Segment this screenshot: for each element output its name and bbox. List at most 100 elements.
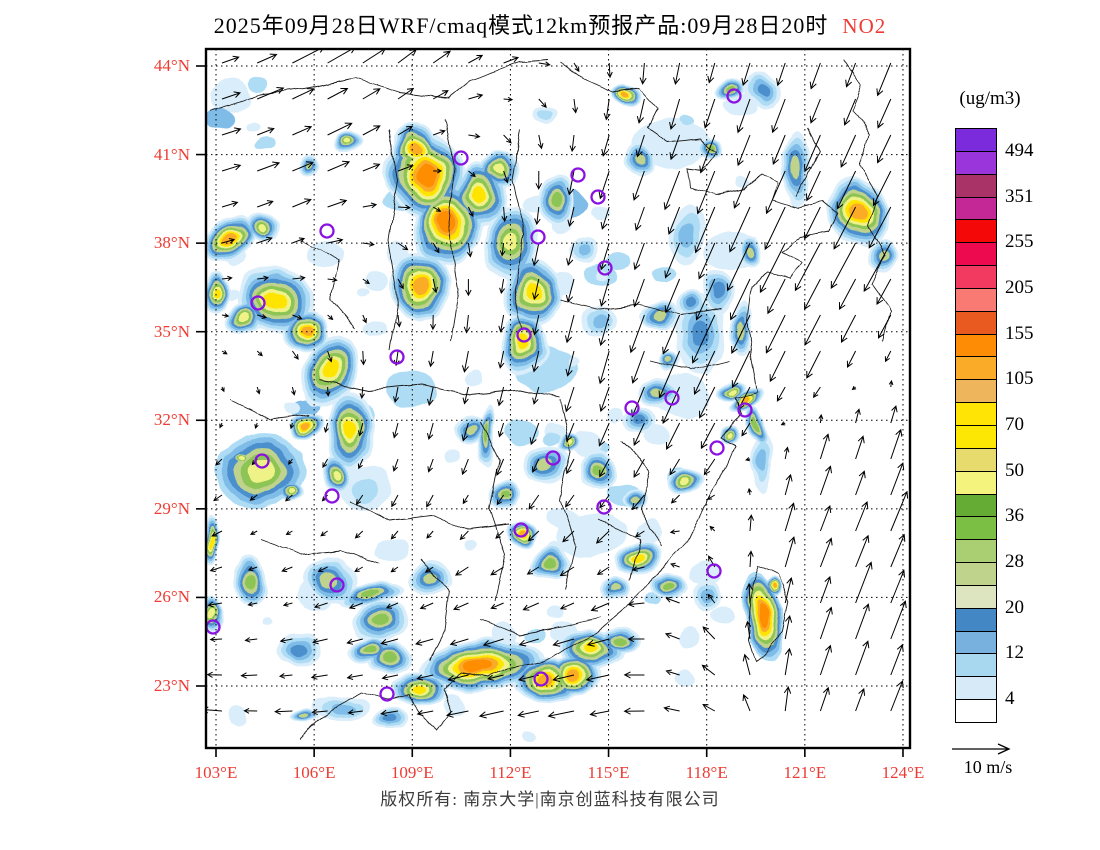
pollution-speckle [735,174,751,186]
colorbar-swatch [955,584,997,609]
pollution-speckle [362,322,385,339]
pollution-contour [524,282,540,302]
x-axis-label: 124°E [881,763,925,782]
station-marker [737,402,753,418]
pollution-contour [334,469,342,481]
pollution-contour [634,555,646,565]
y-axis-label: 29°N [153,498,190,518]
pollution-contour [473,186,487,204]
pollution-speckle [680,114,695,126]
pollution-speckle [211,78,251,113]
pollution-speckle [228,706,248,726]
pollution-speckle [647,591,662,604]
colorbar-label: 105 [1005,368,1034,390]
pollution-contour [791,155,801,181]
colorbar-label: 50 [1005,459,1024,481]
station-marker [250,295,266,311]
colorbar-swatch [955,310,997,335]
pollution-speckle [566,354,579,365]
pollution-contour [752,420,760,432]
boundary-line [259,539,381,566]
pollution-contour [518,528,526,536]
pollution-contour [621,92,629,98]
pollution-contour [383,655,397,665]
pollution-contour [712,283,724,301]
pollution-contour [323,360,337,380]
pollution-contour [343,420,357,440]
boundary-line [299,61,839,739]
colorbar-swatch [955,287,997,312]
station-marker [324,488,340,504]
station-marker [329,577,345,593]
pollution-contour [300,421,310,429]
colorbar-label: 494 [1005,139,1034,161]
pollution-speckle [444,449,462,464]
pollution-speckle [376,536,410,559]
x-axis-label: 115°E [587,763,630,782]
colorbar-label: 155 [1005,322,1034,344]
colorbar-swatch [955,539,997,564]
colorbar-swatch [955,333,997,358]
boundary-line [559,399,576,591]
pollution-speckle [441,695,462,716]
pollution-speckle [523,731,538,743]
pollution-speckle [357,286,372,295]
pollution-contour [614,635,626,645]
pollution-contour [578,243,592,257]
pollution-speckle [351,481,377,504]
colorbar-swatch [955,516,997,541]
boundary-line [559,299,723,316]
y-axis-label: 23°N [153,675,190,695]
pollution-speckle [568,431,601,458]
station-marker [516,327,532,343]
colorbar-swatch [955,379,997,404]
page-title: 2025年09月28日WRF/cmaq模式12km预报产品:09月28日20时 N… [0,8,1100,40]
station-marker [389,349,405,365]
boundary-line [479,419,506,601]
pollution-contour [346,138,354,146]
boundary-line [649,359,731,371]
admin-boundaries [209,59,891,739]
pollution-speckle [206,108,237,129]
x-axis-label: 112°E [489,763,532,782]
pollution-contour [207,533,213,547]
pollution-contour [412,276,428,294]
pollution-speckle [674,669,694,688]
x-axis-label: 109°E [390,763,434,782]
pollution-contour [492,165,504,175]
station-marker [590,189,606,205]
colorbar-swatch [955,562,997,586]
map-frame [204,47,912,750]
pollution-contour [757,603,769,627]
pollution-contour [299,325,311,335]
colorbar-swatch [955,676,997,701]
pollution-contour [772,582,778,588]
colorbar-swatch [955,196,997,221]
station-marker [513,522,529,538]
pollution-contour [372,615,388,629]
wind-vectors [206,49,909,719]
colorbar-label: 351 [1005,185,1034,207]
pollution-contour [239,315,251,325]
pollution-contour [292,643,308,657]
colorbar-label: 205 [1005,276,1034,298]
colorbar-swatch [955,699,997,723]
x-axis-label: 106°E [292,763,336,782]
boundary-line [419,559,451,661]
y-axis-label: 38°N [153,233,190,253]
station-marker [597,260,613,276]
pollution-speckle [463,366,482,383]
station-marker [726,88,742,104]
station-markers [205,88,753,702]
colorbar-label: 36 [1005,505,1024,527]
pollution-speckle [604,407,623,424]
boundary-line [511,129,526,331]
pollution-contour [538,109,552,121]
pollution-speckle [247,76,268,89]
pollution-contour [631,497,639,503]
pollution-contour [363,648,377,656]
colorbar-label: 4 [1005,688,1015,710]
pollution-contour [360,590,380,598]
pollution-contour [726,388,734,394]
